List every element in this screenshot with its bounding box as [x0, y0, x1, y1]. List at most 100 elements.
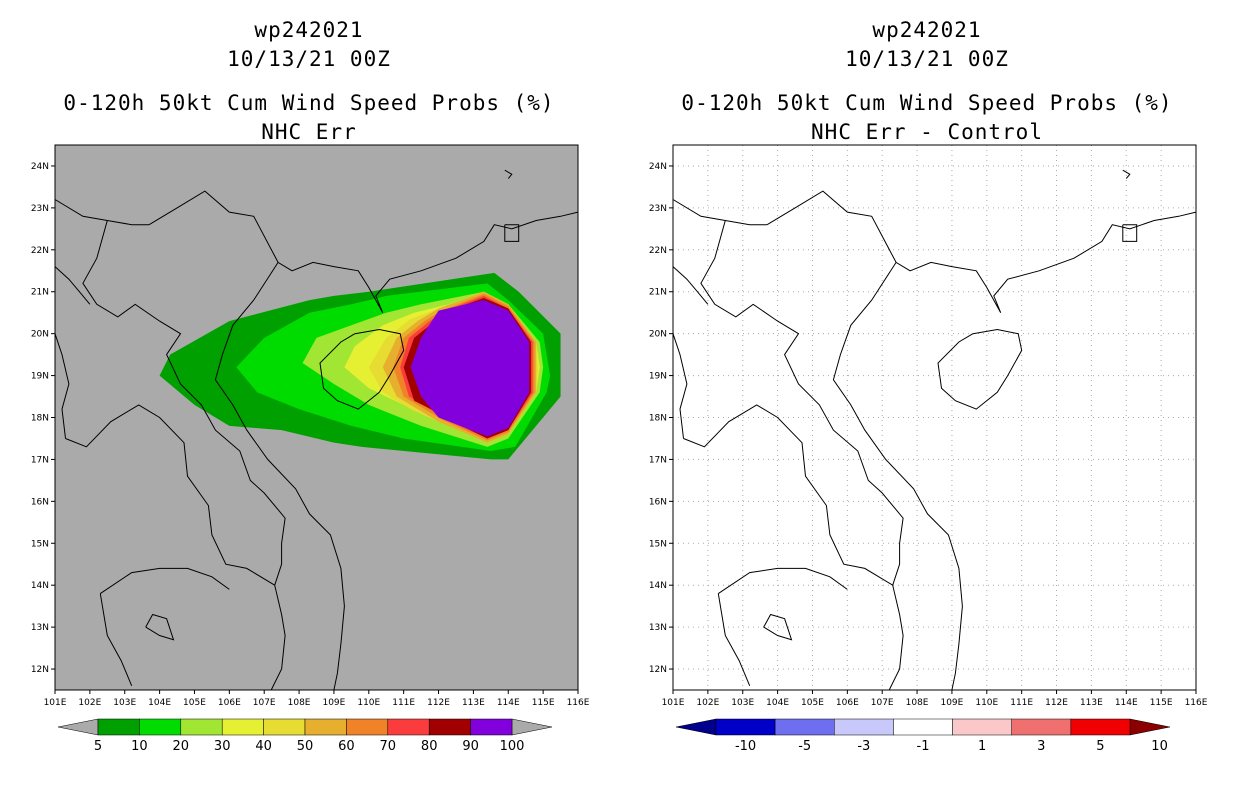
colorbar-swatch — [221, 718, 264, 736]
lat-tick-label: 21N — [649, 288, 667, 298]
lon-tick-label: 103E — [113, 698, 136, 708]
coastline — [672, 266, 709, 305]
colorbar-swatch — [97, 718, 140, 736]
colorbar-label: -3 — [857, 739, 870, 754]
lon-tick-label: 114E — [497, 698, 520, 708]
coastline — [145, 613, 175, 641]
coastline — [100, 567, 230, 595]
colorbar-swatch — [774, 718, 835, 736]
lat-tick-label: 12N — [649, 665, 667, 675]
storm-id-title: wp242021 — [254, 18, 364, 42]
lon-tick-label: 109E — [940, 698, 963, 708]
lat-tick-label: 18N — [31, 414, 49, 424]
lat-tick-label: 20N — [649, 330, 667, 340]
product-title: 0-120h 50kt Cum Wind Speed Probs (%) — [681, 91, 1173, 115]
coastline — [54, 333, 70, 439]
storm-id-title: wp242021 — [872, 18, 982, 42]
lat-tick-label: 18N — [649, 414, 667, 424]
colorbar-label: -5 — [798, 739, 811, 754]
lon-tick-label: 101E — [662, 698, 685, 708]
colorbar-label: 5 — [1096, 739, 1104, 754]
colorbar-swatch — [470, 718, 513, 736]
probability-contour-90 — [410, 300, 530, 437]
difference-map: 101E 102E 103E 104E 105E 106E 107E 108E 109E 110E… — [649, 144, 1208, 754]
coastline — [718, 567, 848, 595]
product-title: 0-120h 50kt Cum Wind Speed Probs (%) — [63, 91, 555, 115]
coastline — [1122, 169, 1131, 179]
colorbar-label: 70 — [380, 739, 397, 754]
lat-tick-label: 17N — [31, 455, 49, 465]
colorbar-swatch — [263, 718, 306, 736]
lat-tick-label: 19N — [649, 372, 667, 382]
coastline — [65, 404, 275, 586]
colorbar-high-arrow — [511, 718, 553, 736]
colorbar-low-arrow — [675, 718, 717, 736]
coastline — [319, 328, 405, 410]
lat-tick-label: 21N — [31, 288, 49, 298]
lat-tick-label: 15N — [31, 539, 49, 549]
lat-tick-label: 16N — [31, 497, 49, 507]
lat-tick-label: 20N — [31, 330, 49, 340]
lon-tick-label: 105E — [183, 698, 206, 708]
lat-tick-label: 14N — [649, 581, 667, 591]
lat-tick-label: 23N — [649, 204, 667, 214]
lon-tick-label: 108E — [288, 698, 311, 708]
coastline — [54, 266, 91, 305]
lat-tick-label: 13N — [649, 623, 667, 633]
forecast-time-title: 10/13/21 00Z — [227, 47, 391, 71]
lon-tick-label: 115E — [1150, 698, 1173, 708]
lat-tick-label: 22N — [31, 246, 49, 256]
lon-tick-label: 107E — [253, 698, 276, 708]
coastline — [99, 593, 133, 686]
colorbar-swatch — [952, 718, 1012, 736]
product-subtitle: NHC Err — [261, 120, 357, 144]
coastline — [672, 333, 688, 439]
lat-tick-label: 15N — [649, 539, 667, 549]
colorbar-label: 80 — [421, 739, 438, 754]
coastline — [1122, 224, 1138, 242]
colorbar-label: 1 — [978, 739, 986, 754]
lon-tick-label: 113E — [1080, 698, 1103, 708]
colorbar-swatch — [715, 718, 776, 736]
lat-tick-label: 19N — [31, 372, 49, 382]
lon-tick-label: 104E — [148, 698, 171, 708]
lat-tick-label: 16N — [649, 497, 667, 507]
coastline — [148, 190, 579, 313]
colorbar-swatch — [304, 718, 347, 736]
colorbar-label: 100 — [500, 739, 525, 754]
map-background — [673, 145, 1196, 690]
colorbar-label: -10 — [735, 739, 756, 754]
right-panel: wp242021 10/13/21 00Z 0-120h 50kt Cum Wi… — [618, 0, 1236, 800]
lon-tick-label: 107E — [871, 698, 894, 708]
lon-tick-label: 105E — [801, 698, 824, 708]
lon-tick-label: 110E — [975, 698, 998, 708]
coastline — [504, 224, 520, 242]
colorbar-swatch — [1011, 718, 1072, 736]
lon-tick-label: 104E — [766, 698, 789, 708]
lat-tick-label: 13N — [31, 623, 49, 633]
lat-tick-label: 14N — [31, 581, 49, 591]
coastline — [700, 220, 904, 691]
colorbar-swatch — [180, 718, 223, 736]
colorbar-low-arrow — [57, 718, 99, 736]
colorbar-label: 50 — [297, 739, 314, 754]
lon-tick-label: 111E — [392, 698, 415, 708]
colorbar-label: 90 — [462, 739, 479, 754]
coastline — [683, 404, 893, 586]
coastline — [214, 262, 345, 691]
lat-tick-label: 24N — [31, 162, 49, 172]
lon-tick-label: 115E — [532, 698, 555, 708]
lat-tick-label: 12N — [31, 665, 49, 675]
coastline — [717, 593, 751, 686]
colorbar-label: 10 — [1151, 739, 1168, 754]
forecast-time-title: 10/13/21 00Z — [845, 47, 1009, 71]
colorbar-swatch — [346, 718, 389, 736]
lon-tick-label: 108E — [906, 698, 929, 708]
colorbar-label: 5 — [94, 739, 102, 754]
left-panel: wp242021 10/13/21 00Z 0-120h 50kt Cum Wi… — [31, 18, 590, 754]
colorbar-swatch — [834, 718, 894, 736]
lon-tick-label: 103E — [731, 698, 754, 708]
lon-tick-label: 109E — [322, 698, 345, 708]
lat-tick-label: 23N — [31, 204, 49, 214]
lon-tick-label: 116E — [567, 698, 590, 708]
